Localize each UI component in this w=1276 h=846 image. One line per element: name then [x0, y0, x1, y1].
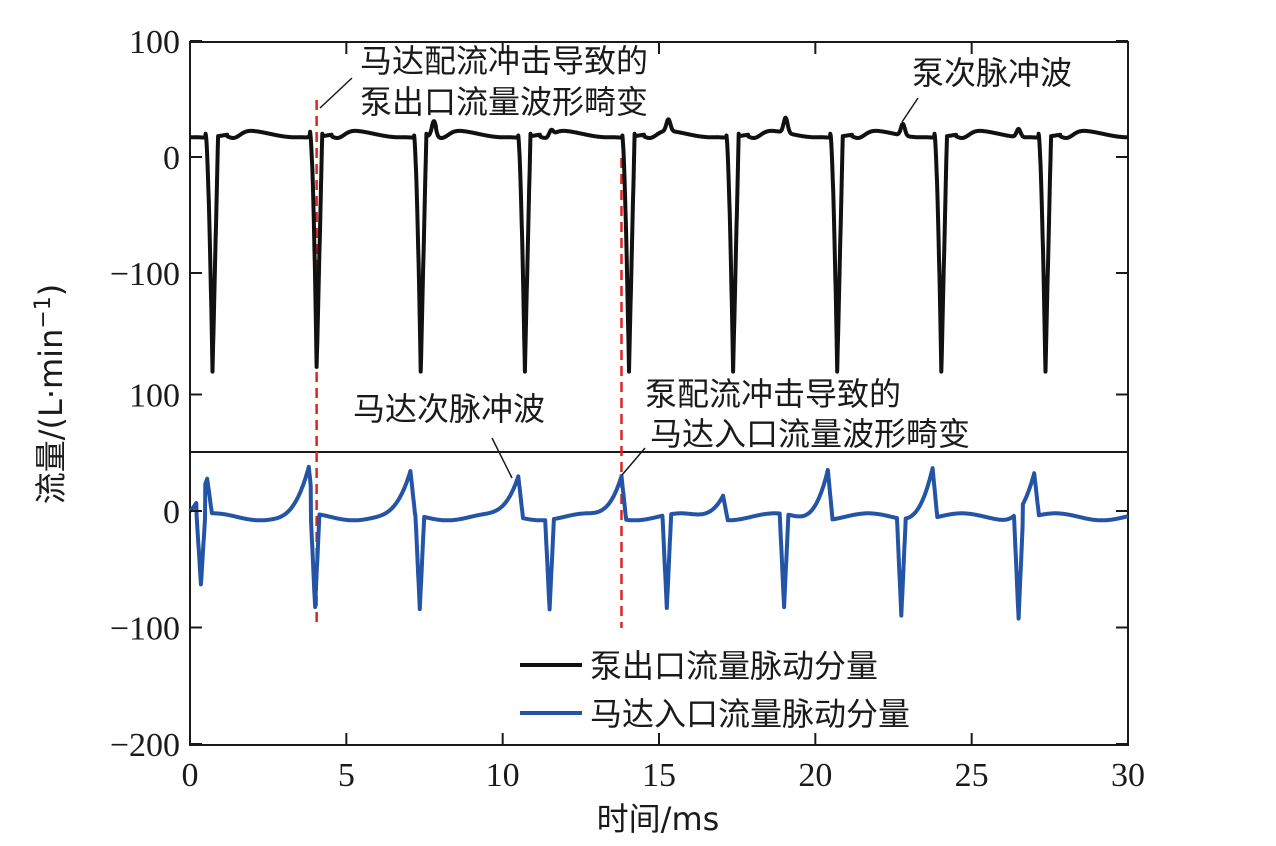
reference-lines: [315, 100, 623, 628]
series-line-motor-inlet: [188, 464, 1130, 621]
y-tick-label-upper: 0: [163, 140, 180, 177]
annotation-motor-pulse: 马达次脉冲波: [353, 390, 545, 428]
x-axis-title: 时间/ms: [597, 800, 720, 838]
leader-motor-distortion: [621, 447, 646, 476]
annotation-pump-distortion-line2: 泵出口流量波形畸变: [360, 83, 648, 121]
legend: 泵出口流量脉动分量 马达入口流量脉动分量: [520, 647, 910, 733]
x-tick-label: 30: [1111, 757, 1145, 794]
leader-pump-pulse: [901, 97, 919, 123]
legend-label-pump: 泵出口流量脉动分量: [590, 647, 878, 685]
y-tick-label-lower: −200: [110, 727, 180, 764]
y-tick-label-upper: −100: [110, 256, 180, 293]
leader-motor-pulse: [491, 437, 513, 479]
y-tick-label-lower: 0: [163, 494, 180, 531]
x-tick-label: 10: [486, 757, 520, 794]
annotation-pump-pulse: 泵次脉冲波: [912, 54, 1072, 92]
y-axis-title-main: 流量/(L·min: [32, 329, 70, 505]
leader-pump-distortion: [319, 77, 353, 109]
x-tick-label: 0: [182, 757, 199, 794]
x-tick-label: 5: [338, 757, 355, 794]
annotation-motor-distortion-line2: 马达入口流量波形畸变: [650, 415, 970, 453]
legend-label-motor: 马达入口流量脉动分量: [590, 695, 910, 733]
series-group: [188, 115, 1130, 621]
series-line-pump-outlet: [188, 115, 1130, 374]
x-tick-label: 20: [798, 757, 832, 794]
ticks-group: 0 5 10 15 20 25 30 100 0 −100 100 0 −100 −200: [110, 24, 1145, 794]
y-tick-label-lower: 100: [129, 378, 180, 415]
annotation-leaders: [319, 77, 919, 479]
y-axis-title: 流量/(L·min−1): [31, 284, 70, 505]
y-tick-label-upper: 100: [129, 24, 180, 61]
x-tick-label: 15: [642, 757, 676, 794]
y-tick-label-lower: −100: [110, 611, 180, 648]
y-axis-title-superscript: −1: [31, 296, 56, 328]
y-axis-title-suffix: ): [32, 284, 70, 296]
annotation-motor-distortion-line1: 泵配流冲击导致的: [645, 375, 901, 413]
annotation-pump-distortion-line1: 马达配流冲击导致的: [360, 42, 648, 80]
x-tick-label: 25: [955, 757, 989, 794]
